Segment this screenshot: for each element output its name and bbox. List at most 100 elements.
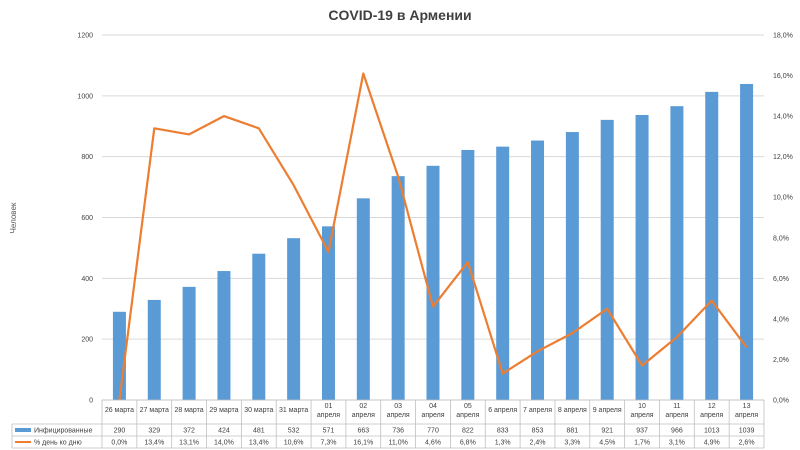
x-tick-label: апреля — [700, 412, 723, 419]
x-tick-label: 29 марта — [209, 407, 238, 414]
bar — [635, 114, 649, 400]
y-tick-label: 0 — [89, 398, 93, 405]
table-cell: 13,4% — [144, 440, 164, 447]
legend-label: Инфицированные — [34, 428, 93, 435]
x-tick-label: 13 — [743, 403, 751, 410]
x-tick-label: апреля — [665, 412, 688, 419]
x-tick-label: апреля — [630, 412, 653, 419]
x-tick-label: 04 — [429, 403, 437, 410]
y2-tick-label: 2,0% — [773, 357, 789, 364]
table-cell: 16,1% — [353, 440, 373, 447]
bar — [565, 132, 579, 400]
data-table: 26 марта 27 марта 28 марта 29 марта 30 марта… — [11, 399, 765, 449]
x-tick-label: 31 марта — [279, 407, 308, 414]
y2-tick-label: 6,0% — [773, 276, 789, 283]
x-tick-label: 27 марта — [140, 407, 169, 414]
table-cell: 0,0% — [111, 440, 127, 447]
table-cell: 1,3% — [495, 440, 511, 447]
table-cell: 2,4% — [530, 440, 546, 447]
x-tick-label: апреля — [352, 412, 375, 419]
bar — [217, 271, 231, 400]
table-cell: 937 — [636, 428, 648, 435]
bar — [391, 176, 405, 400]
table-cell: 822 — [462, 428, 474, 435]
y2-tick-label: 0,0% — [773, 398, 789, 405]
table-cell: 770 — [427, 428, 439, 435]
table-cell: 833 — [497, 428, 509, 435]
table-cell: 6,8% — [460, 440, 476, 447]
x-tick-label: 03 — [394, 403, 402, 410]
x-tick-label: 26 марта — [105, 407, 134, 414]
bar — [147, 299, 161, 400]
bar — [670, 106, 684, 401]
table-cell: 966 — [671, 428, 683, 435]
y-tick-label: 1000 — [77, 93, 93, 100]
table-cell: 329 — [148, 428, 160, 435]
line-series — [118, 72, 748, 401]
x-tick-label: апреля — [735, 412, 758, 419]
table-cell: 10,6% — [284, 440, 304, 447]
x-tick-label: апреля — [421, 412, 444, 419]
x-tick-label: 11 — [673, 403, 680, 410]
bar-series — [112, 83, 754, 401]
x-tick-label: апреля — [456, 412, 479, 419]
table-cell: 2,6% — [739, 440, 755, 447]
bar — [252, 253, 266, 400]
bar — [531, 140, 545, 400]
y-tick-label: 600 — [81, 215, 93, 222]
table-cell: 4,5% — [599, 440, 615, 447]
x-tick-label: 7 апреля — [523, 407, 552, 414]
y-axis-label: Человек — [9, 202, 18, 233]
table-cell: 13,1% — [179, 440, 199, 447]
y-tick-label: 400 — [81, 276, 93, 283]
y2-tick-label: 10,0% — [773, 195, 793, 202]
y2-tick-label: 12,0% — [773, 154, 793, 161]
chart-title: COVID-19 в Армении — [328, 7, 471, 23]
x-tick-label: апреля — [317, 412, 340, 419]
table-cell: 571 — [323, 428, 335, 435]
table-cell: 881 — [567, 428, 579, 435]
table-cell: 424 — [218, 428, 230, 435]
table-cell: 7,3% — [320, 440, 336, 447]
table-cell: 1,7% — [634, 440, 650, 447]
bar — [461, 149, 475, 400]
x-tick-label: 01 — [325, 403, 333, 410]
x-tick-label: 10 — [638, 403, 646, 410]
x-tick-label: 02 — [359, 403, 367, 410]
table-cell: 481 — [253, 428, 265, 435]
x-tick-label: 6 апреля — [488, 407, 517, 414]
x-tick-label: 12 — [708, 403, 716, 410]
table-cell: 3,3% — [564, 440, 580, 447]
table-cell: 1013 — [704, 428, 720, 435]
y-axis-ticks: 0 200 400 600 800 1000 1200 — [77, 33, 93, 405]
y2-tick-label: 16,0% — [773, 73, 793, 80]
x-tick-label: 05 — [464, 403, 472, 410]
bar — [321, 226, 335, 400]
table-cell: 14,0% — [214, 440, 234, 447]
table-cell: 853 — [532, 428, 544, 435]
y-tick-label: 800 — [81, 154, 93, 161]
y2-axis-ticks: 0,0% 2,0% 4,0% 6,0% 8,0% 10,0% 12,0% 14,0% 16,0%… — [773, 33, 793, 405]
x-tick-label: 28 марта — [175, 407, 204, 414]
table-cell: 13,4% — [249, 440, 269, 447]
table-cell: 290 — [114, 428, 126, 435]
bar — [600, 119, 614, 401]
bar — [287, 238, 301, 400]
bar — [740, 83, 754, 401]
table-cell: 3,1% — [669, 440, 685, 447]
x-tick-label: 8 апреля — [558, 407, 587, 414]
legend-label: % день ко дню — [34, 440, 82, 447]
bar — [496, 146, 510, 400]
x-tick-label: 9 апреля — [593, 407, 622, 414]
y2-tick-label: 18,0% — [773, 33, 793, 40]
table-cell: 532 — [288, 428, 300, 435]
table-cell: 663 — [357, 428, 369, 435]
bar — [705, 91, 719, 401]
y2-tick-label: 4,0% — [773, 316, 789, 323]
table-cell: 4,9% — [704, 440, 720, 447]
x-tick-label: апреля — [387, 412, 410, 419]
table-cell: 11,0% — [388, 440, 407, 447]
legend-key-bars — [15, 428, 31, 432]
table-cell: 4,6% — [425, 440, 441, 447]
